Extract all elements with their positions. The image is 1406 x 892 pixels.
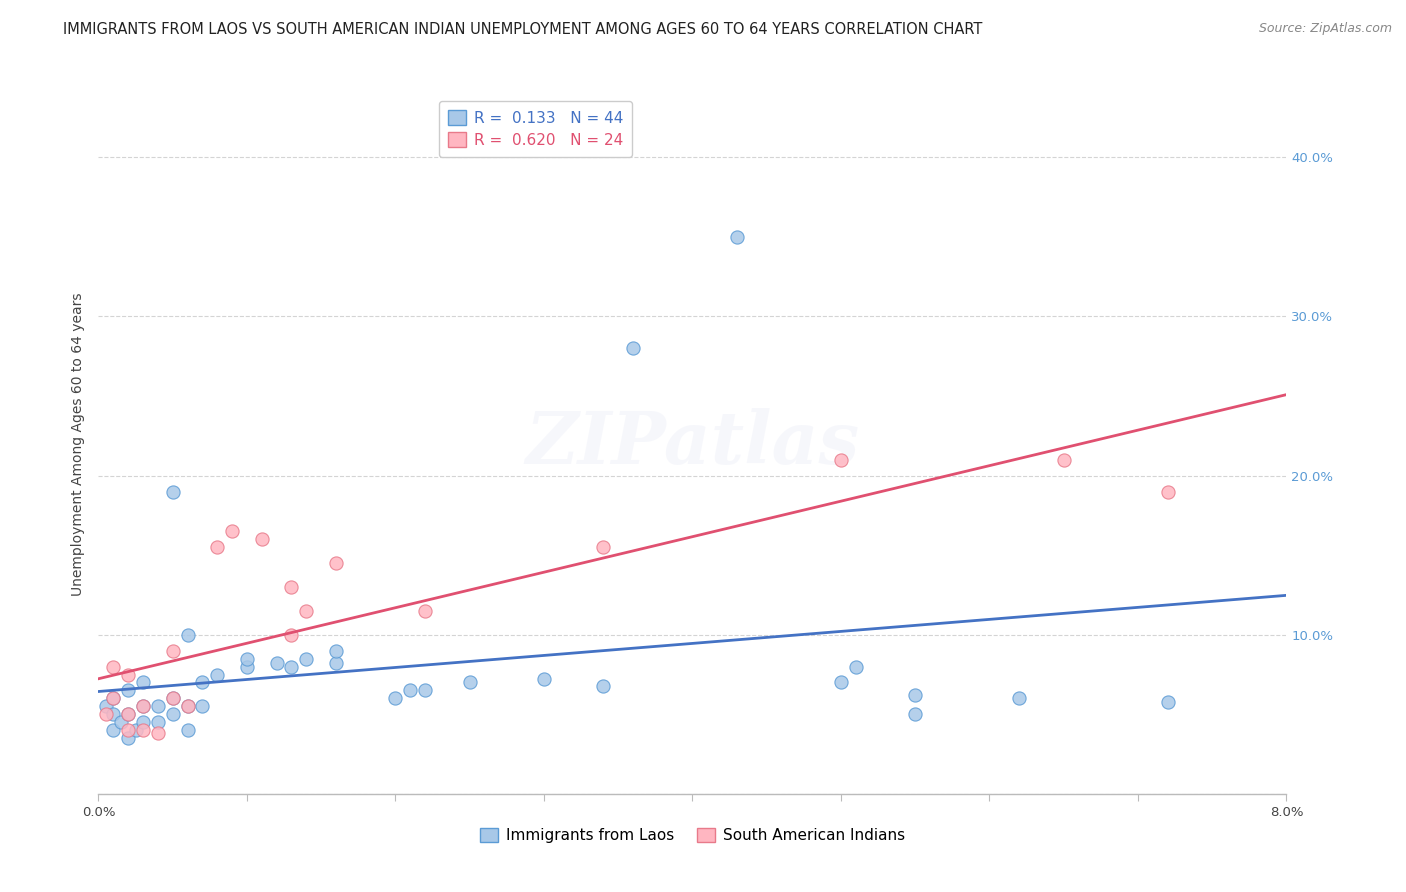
Point: [1008, 691, 1031, 706]
Point: [191, 699, 214, 714]
Point: [830, 675, 852, 690]
Point: [176, 628, 198, 642]
Point: [117, 667, 139, 681]
Point: [110, 715, 132, 730]
Point: [250, 533, 273, 547]
Point: [132, 723, 155, 738]
Point: [103, 691, 125, 706]
Point: [384, 691, 406, 706]
Point: [117, 731, 139, 746]
Point: [162, 691, 184, 706]
Point: [124, 723, 146, 738]
Point: [117, 707, 139, 722]
Point: [1156, 695, 1178, 709]
Point: [221, 524, 243, 539]
Point: [146, 726, 169, 740]
Point: [103, 723, 125, 738]
Point: [191, 675, 214, 690]
Point: [458, 675, 481, 690]
Point: [325, 556, 347, 570]
Point: [1156, 484, 1178, 499]
Point: [117, 707, 139, 722]
Point: [399, 683, 422, 698]
Point: [830, 452, 852, 467]
Point: [176, 723, 198, 738]
Point: [146, 699, 169, 714]
Point: [592, 540, 614, 554]
Point: [132, 675, 155, 690]
Y-axis label: Unemployment Among Ages 60 to 64 years: Unemployment Among Ages 60 to 64 years: [70, 292, 84, 596]
Point: [103, 707, 125, 722]
Point: [845, 659, 868, 673]
Point: [280, 580, 302, 594]
Point: [162, 691, 184, 706]
Point: [162, 643, 184, 657]
Point: [266, 657, 288, 671]
Point: [280, 659, 302, 673]
Point: [132, 699, 155, 714]
Point: [207, 667, 229, 681]
Point: [413, 604, 436, 618]
Point: [94, 707, 117, 722]
Point: [1053, 452, 1076, 467]
Point: [621, 341, 644, 355]
Point: [295, 651, 318, 665]
Point: [280, 628, 302, 642]
Point: [132, 715, 155, 730]
Point: [207, 540, 229, 554]
Point: [533, 673, 555, 687]
Text: ZIPatlas: ZIPatlas: [526, 409, 859, 479]
Point: [94, 699, 117, 714]
Point: [592, 679, 614, 693]
Point: [132, 699, 155, 714]
Point: [904, 688, 927, 702]
Point: [725, 230, 748, 244]
Point: [103, 659, 125, 673]
Point: [117, 683, 139, 698]
Point: [176, 699, 198, 714]
Point: [176, 699, 198, 714]
Text: Source: ZipAtlas.com: Source: ZipAtlas.com: [1258, 22, 1392, 36]
Legend: Immigrants from Laos, South American Indians: Immigrants from Laos, South American Ind…: [474, 822, 911, 849]
Point: [295, 604, 318, 618]
Point: [103, 691, 125, 706]
Text: IMMIGRANTS FROM LAOS VS SOUTH AMERICAN INDIAN UNEMPLOYMENT AMONG AGES 60 TO 64 Y: IMMIGRANTS FROM LAOS VS SOUTH AMERICAN I…: [63, 22, 983, 37]
Point: [904, 707, 927, 722]
Point: [117, 723, 139, 738]
Point: [236, 659, 259, 673]
Point: [413, 683, 436, 698]
Point: [325, 657, 347, 671]
Point: [325, 643, 347, 657]
Point: [146, 715, 169, 730]
Point: [236, 651, 259, 665]
Point: [162, 484, 184, 499]
Point: [162, 707, 184, 722]
